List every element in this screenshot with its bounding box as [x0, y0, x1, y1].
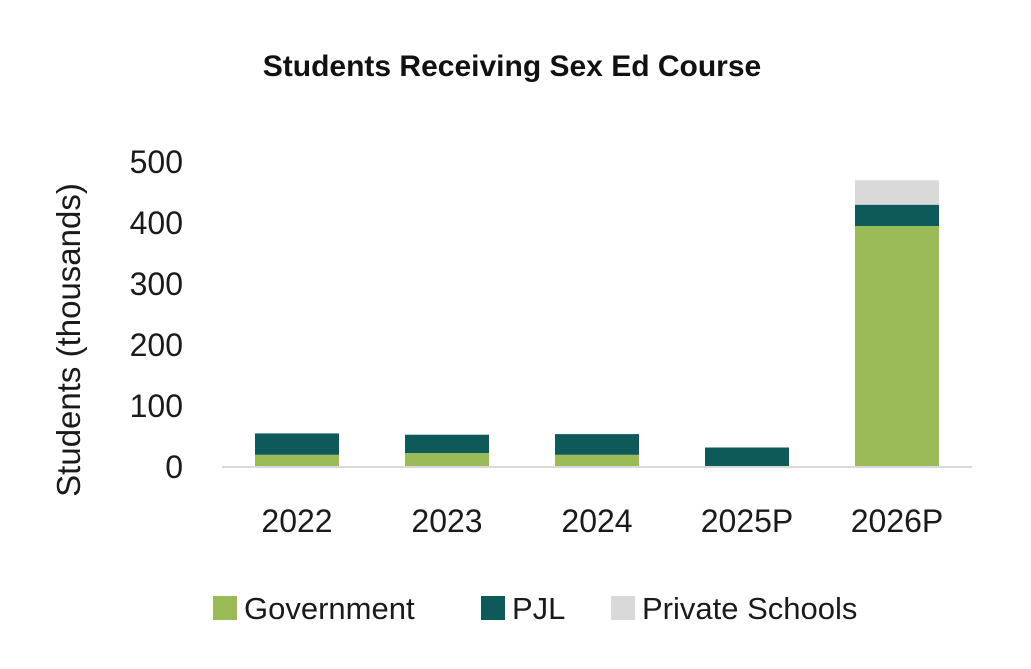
x-tick-label: 2023	[411, 503, 482, 539]
bar-private-schools-2026p	[855, 180, 939, 205]
y-tick-label: 0	[165, 449, 183, 485]
legend-label: Government	[244, 591, 415, 626]
x-axis-ticks: 2022 2023 2024 2025P 2026P	[261, 503, 943, 539]
legend-item-private-schools: Private Schools	[611, 591, 857, 626]
legend: Government PJL Private Schools	[213, 591, 857, 626]
legend-swatch	[611, 596, 635, 620]
x-tick-label: 2026P	[851, 503, 944, 539]
y-tick-label: 100	[130, 388, 183, 424]
bar-pjl-2025p	[705, 447, 789, 467]
chart-title: Students Receiving Sex Ed Course	[263, 50, 761, 83]
legend-swatch	[481, 596, 505, 620]
bar-pjl-2024	[555, 434, 639, 455]
bar-pjl-2026p	[855, 204, 939, 226]
legend-label: Private Schools	[642, 591, 857, 626]
bar-government-2026p	[855, 226, 939, 467]
bar-pjl-2023	[405, 434, 489, 453]
y-tick-label: 200	[130, 327, 183, 363]
legend-item-pjl: PJL	[481, 591, 565, 626]
bar-pjl-2022	[255, 433, 339, 455]
y-axis-label: Students (thousands)	[50, 183, 87, 497]
bars	[255, 180, 939, 467]
y-tick-label: 300	[130, 266, 183, 302]
x-tick-label: 2022	[261, 503, 332, 539]
legend-item-government: Government	[213, 591, 415, 626]
y-axis-ticks: 0 100 200 300 400 500	[130, 144, 183, 485]
legend-swatch	[213, 596, 237, 620]
y-tick-label: 400	[130, 205, 183, 241]
bar-government-2024	[555, 454, 639, 467]
bar-government-2022	[255, 454, 339, 467]
bar-government-2023	[405, 453, 489, 467]
x-tick-label: 2025P	[701, 503, 794, 539]
legend-label: PJL	[512, 591, 565, 626]
x-tick-label: 2024	[561, 503, 632, 539]
y-tick-label: 500	[130, 144, 183, 180]
